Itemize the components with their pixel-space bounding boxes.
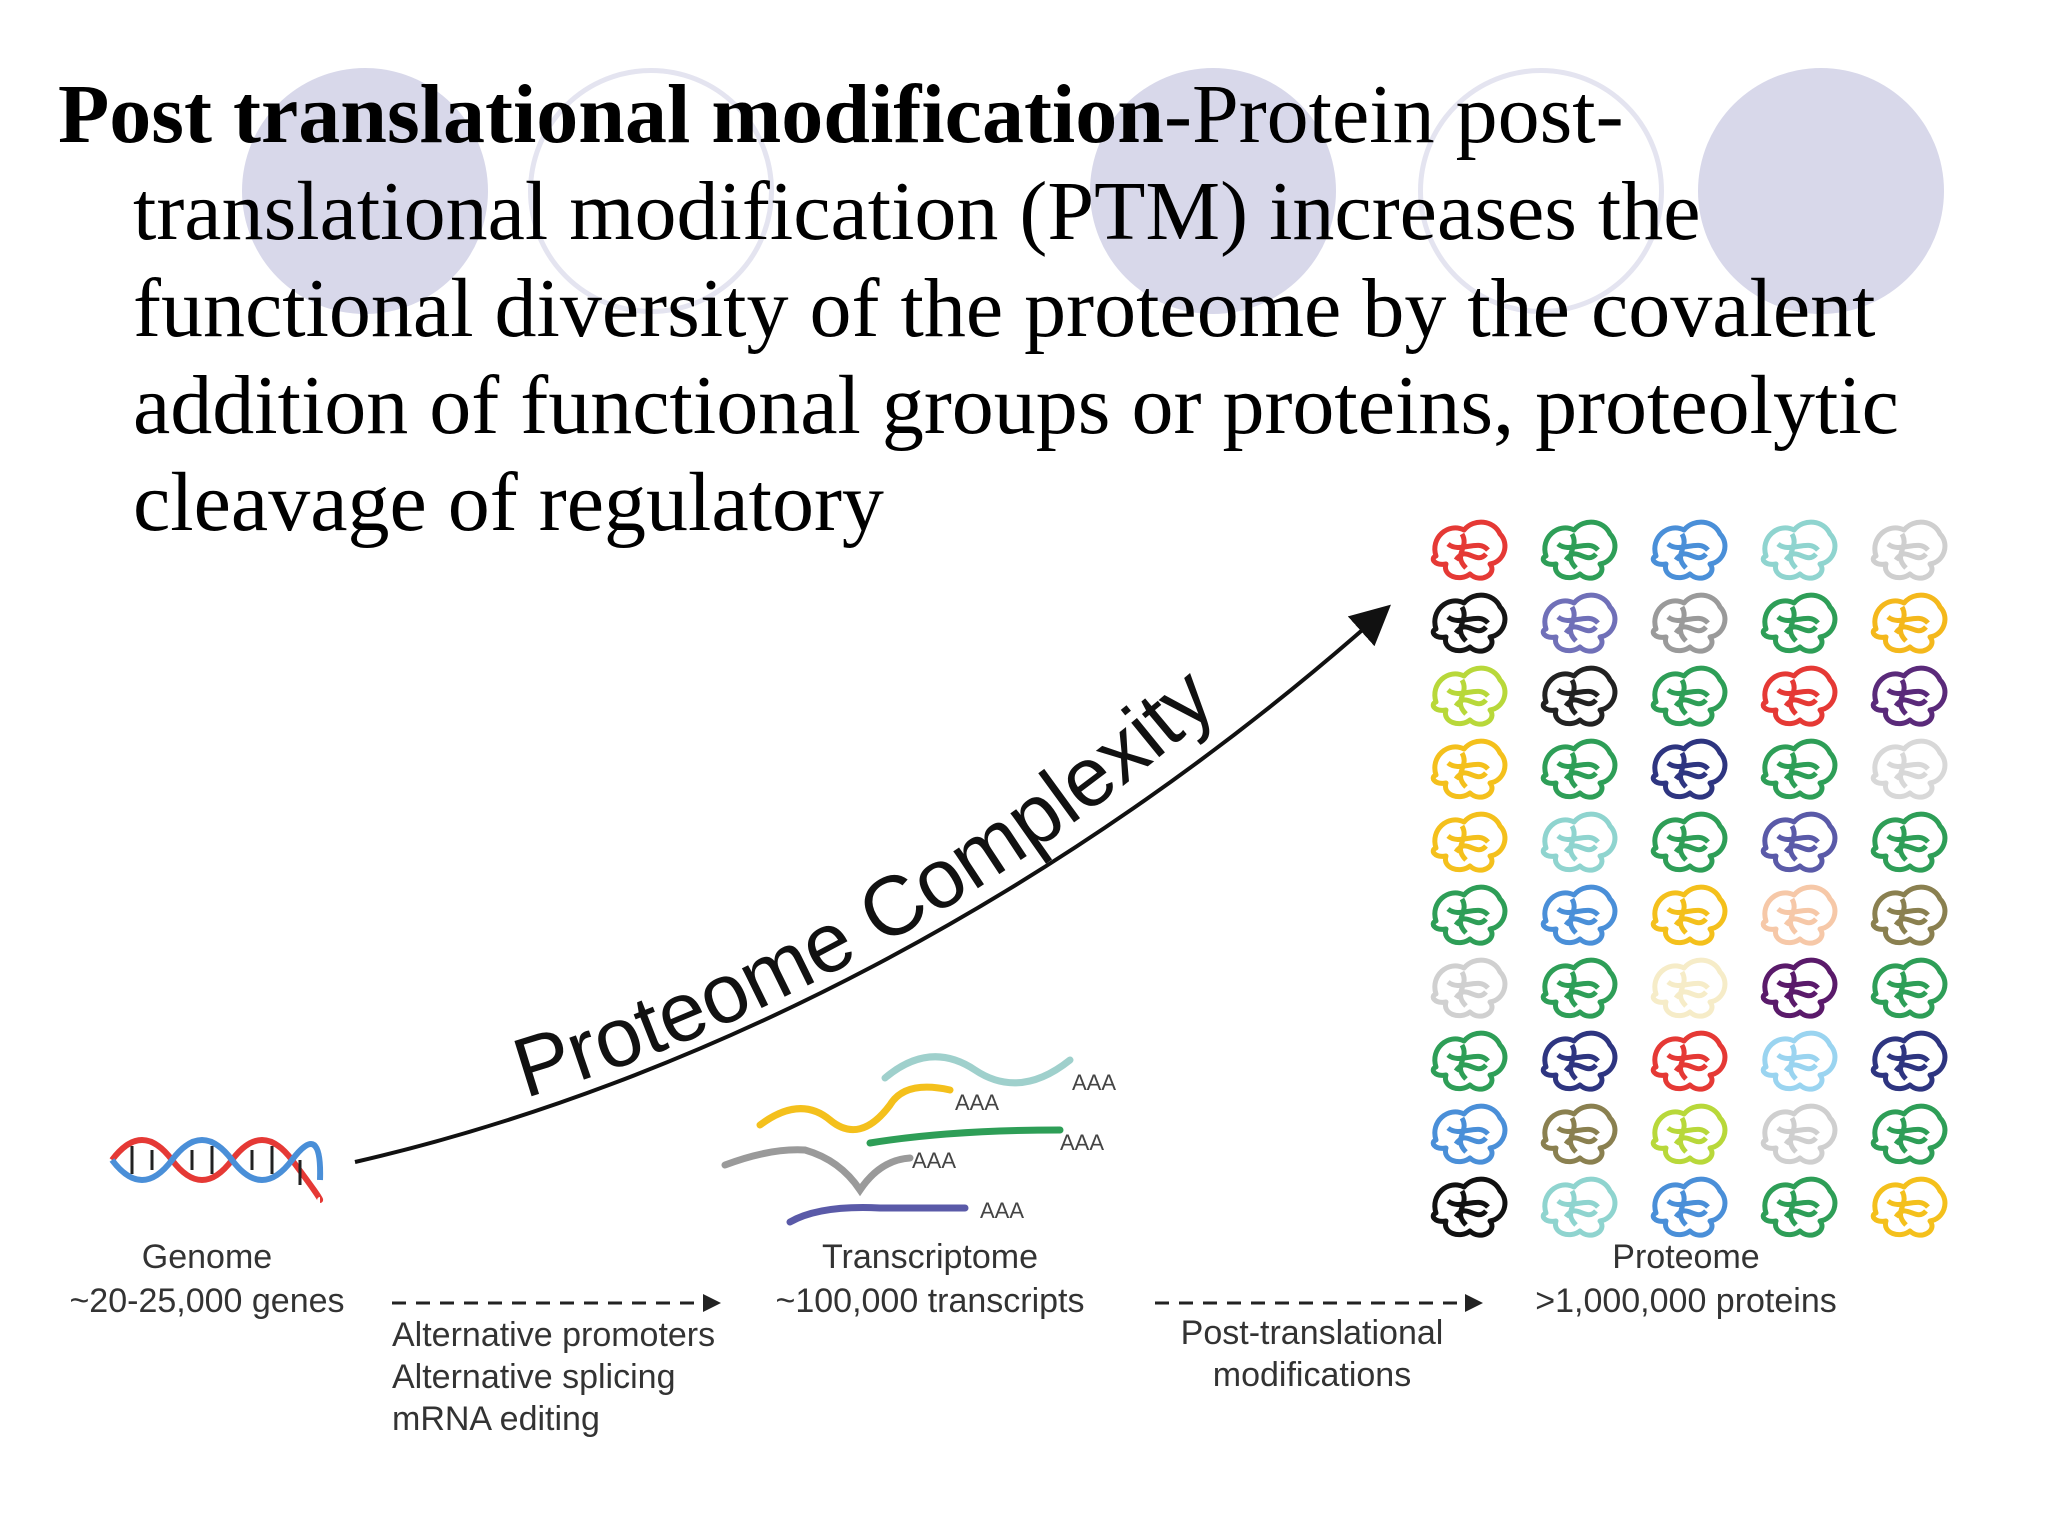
genome-title: Genome <box>142 1238 272 1276</box>
protein-glyph <box>1870 957 1948 1019</box>
protein-glyph <box>1650 519 1728 581</box>
proteome-title: Proteome <box>1612 1238 1759 1276</box>
complexity-arrow <box>354 604 1391 1164</box>
polya-tail: AAA <box>955 1090 999 1115</box>
protein-glyph <box>1870 1103 1948 1165</box>
protein-glyph <box>1430 811 1508 873</box>
protein-glyph <box>1760 519 1838 581</box>
protein-glyph <box>1870 519 1948 581</box>
protein-glyph <box>1540 884 1618 946</box>
protein-glyph <box>1430 592 1508 654</box>
protein-glyph <box>1870 592 1948 654</box>
protein-glyph <box>1760 957 1838 1019</box>
protein-glyph <box>1870 1030 1948 1092</box>
protein-glyph <box>1650 1103 1728 1165</box>
protein-glyph <box>1540 957 1618 1019</box>
polya-tail: AAA <box>912 1148 956 1173</box>
protein-glyph <box>1540 1030 1618 1092</box>
decorative-circle <box>1090 68 1336 314</box>
protein-glyph <box>1650 811 1728 873</box>
decorative-ring <box>528 68 774 314</box>
protein-glyph <box>1540 665 1618 727</box>
protein-glyph <box>1430 665 1508 727</box>
definition-body: -Protein post-translational modification… <box>133 68 1899 549</box>
protein-glyph <box>1650 665 1728 727</box>
protein-glyph <box>1870 811 1948 873</box>
protein-glyph <box>1430 1176 1508 1238</box>
protein-glyph <box>1540 1103 1618 1165</box>
dna-helix-icon <box>109 1137 324 1203</box>
polya-tail: AAA <box>980 1198 1024 1223</box>
step2-line: modifications <box>1213 1356 1411 1394</box>
polya-tail: AAA <box>1060 1130 1104 1155</box>
decorative-circle <box>242 68 488 314</box>
slide-text: Post translational modification-Protein … <box>58 66 1958 551</box>
protein-glyph <box>1760 592 1838 654</box>
definition-paragraph: Post translational modification-Protein … <box>58 66 1958 551</box>
step2-line: Post-translational <box>1181 1314 1444 1352</box>
protein-glyph <box>1540 811 1618 873</box>
protein-glyph <box>1870 665 1948 727</box>
protein-glyph <box>1430 1103 1508 1165</box>
proteome-count: >1,000,000 proteins <box>1535 1282 1837 1320</box>
transcriptome-title: Transcriptome <box>822 1238 1038 1276</box>
protein-glyph <box>1870 738 1948 800</box>
protein-glyph <box>1760 1103 1838 1165</box>
transcripts-illustration <box>721 1053 1074 1226</box>
protein-glyph <box>1650 592 1728 654</box>
protein-glyph <box>1870 1176 1948 1238</box>
protein-glyph <box>1540 592 1618 654</box>
complexity-label: Proteome Complexity <box>502 649 1231 1116</box>
protein-glyph <box>1540 1176 1618 1238</box>
step1-line: Alternative splicing <box>392 1358 675 1396</box>
protein-glyph <box>1430 738 1508 800</box>
protein-glyph <box>1650 884 1728 946</box>
protein-glyph <box>1760 1176 1838 1238</box>
protein-glyph <box>1760 811 1838 873</box>
protein-glyph <box>1430 1030 1508 1092</box>
polya-tail: AAA <box>1072 1070 1116 1095</box>
protein-glyph <box>1760 738 1838 800</box>
protein-glyph <box>1430 884 1508 946</box>
protein-glyph <box>1650 957 1728 1019</box>
protein-glyph <box>1540 519 1618 581</box>
protein-glyph <box>1430 957 1508 1019</box>
protein-glyph <box>1650 738 1728 800</box>
decorative-circle <box>1698 68 1944 314</box>
protein-glyph <box>1430 519 1508 581</box>
term-heading: Post translational modification <box>58 68 1164 161</box>
protein-glyph <box>1760 665 1838 727</box>
protein-glyph <box>1540 738 1618 800</box>
transcriptome-count: ~100,000 transcripts <box>775 1282 1084 1320</box>
decorative-ring <box>1418 68 1664 314</box>
protein-glyph <box>1650 1176 1728 1238</box>
protein-grid <box>1430 519 1948 1238</box>
protein-glyph <box>1870 884 1948 946</box>
genome-count: ~20-25,000 genes <box>69 1282 344 1320</box>
step1-line: Alternative promoters <box>392 1316 715 1354</box>
protein-glyph <box>1760 884 1838 946</box>
protein-glyph <box>1760 1030 1838 1092</box>
step1-line: mRNA editing <box>392 1400 600 1438</box>
protein-glyph <box>1650 1030 1728 1092</box>
